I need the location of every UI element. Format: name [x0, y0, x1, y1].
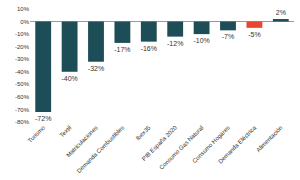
svg-text:10%: 10% — [17, 6, 30, 12]
svg-text:-5%: -5% — [248, 31, 260, 38]
svg-text:-40%: -40% — [61, 75, 77, 82]
svg-text:-80%: -80% — [15, 119, 30, 125]
svg-text:-72%: -72% — [35, 115, 51, 122]
svg-text:-10%: -10% — [193, 37, 209, 44]
svg-text:Consumo Hogares: Consumo Hogares — [191, 125, 231, 165]
svg-text:Alimentación: Alimentación — [255, 125, 284, 154]
svg-text:-17%: -17% — [114, 46, 130, 53]
svg-text:-70%: -70% — [15, 107, 30, 113]
svg-text:Textil: Textil — [59, 125, 73, 139]
svg-text:PIB España 2020: PIB España 2020 — [141, 124, 179, 162]
svg-text:-50%: -50% — [15, 81, 30, 87]
svg-text:0%: 0% — [20, 19, 29, 25]
svg-text:2%: 2% — [276, 9, 286, 16]
svg-text:Ibex35: Ibex35 — [135, 124, 152, 141]
svg-text:Demanda Combustibles: Demanda Combustibles — [76, 125, 126, 175]
svg-text:-7%: -7% — [222, 33, 234, 40]
svg-text:-10%: -10% — [15, 31, 30, 37]
svg-text:-16%: -16% — [141, 45, 157, 52]
svg-text:-30%: -30% — [15, 56, 30, 62]
svg-text:Demanda Eléctrica: Demanda Eléctrica — [217, 124, 258, 165]
svg-text:Turismo: Turismo — [27, 124, 47, 144]
svg-text:Consumo Gas Natural: Consumo Gas Natural — [158, 125, 204, 171]
svg-text:-12%: -12% — [167, 40, 183, 47]
svg-text:-32%: -32% — [88, 65, 104, 72]
svg-text:-60%: -60% — [15, 94, 30, 100]
svg-text:-40%: -40% — [15, 69, 30, 75]
svg-text:Matriculaciones: Matriculaciones — [65, 125, 99, 159]
svg-text:-20%: -20% — [15, 44, 30, 50]
